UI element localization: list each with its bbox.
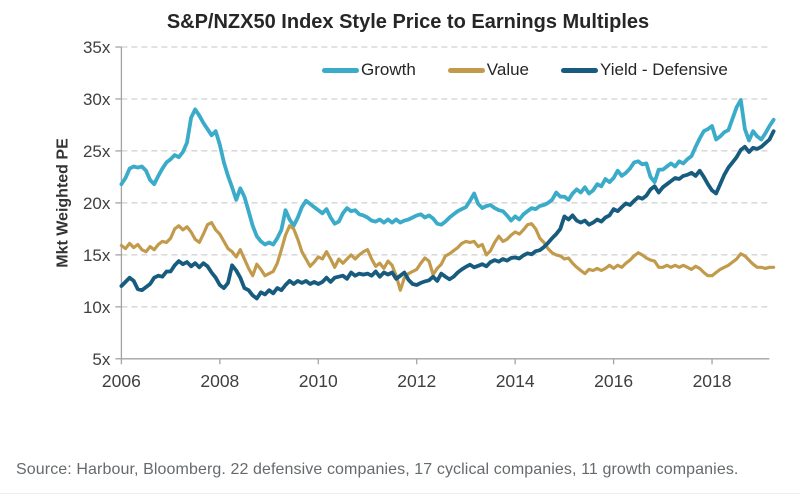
y-tick-label: 5x: [92, 350, 110, 369]
legend-item-growth: Growth: [322, 60, 416, 80]
y-tick-label: 35x: [83, 38, 111, 57]
chart-legend: Growth Value Yield - Defensive: [322, 60, 728, 80]
y-tick-label: 15x: [83, 246, 111, 265]
series-line-value: [119, 221, 776, 292]
x-tick-label: 2016: [594, 371, 633, 391]
legend-swatch-growth: [322, 67, 359, 73]
legend-label-yield-defensive: Yield - Defensive: [600, 60, 728, 79]
legend-item-yield-defensive: Yield - Defensive: [561, 60, 728, 80]
legend-item-value: Value: [447, 60, 530, 80]
y-tick-label: 20x: [83, 194, 111, 213]
x-tick-label: 2008: [200, 371, 239, 391]
legend-label-value: Value: [486, 60, 530, 79]
y-tick-label: 10x: [83, 298, 111, 317]
series-line-yield-defensive: [119, 129, 776, 301]
y-tick-label: 30x: [83, 90, 111, 109]
x-tick-label: 2006: [102, 371, 141, 391]
legend-swatch-value: [447, 67, 485, 73]
y-tick-label: 25x: [83, 142, 111, 161]
y-axis-title: Mkt Weighted PE: [54, 138, 72, 268]
x-tick-label: 2018: [693, 371, 732, 391]
source-note: Source: Harbour, Bloomberg. 22 defensive…: [16, 461, 739, 478]
bottom-divider: [0, 493, 800, 494]
x-tick-label: 2014: [496, 371, 535, 391]
x-tick-label: 2012: [397, 371, 436, 391]
series-line-growth: [119, 98, 776, 247]
legend-label-growth: Growth: [361, 60, 416, 79]
chart-title: S&P/NZX50 Index Style Price to Earnings …: [166, 11, 650, 33]
x-tick-label: 2010: [299, 371, 338, 391]
legend-swatch-yield-defensive: [561, 67, 599, 73]
